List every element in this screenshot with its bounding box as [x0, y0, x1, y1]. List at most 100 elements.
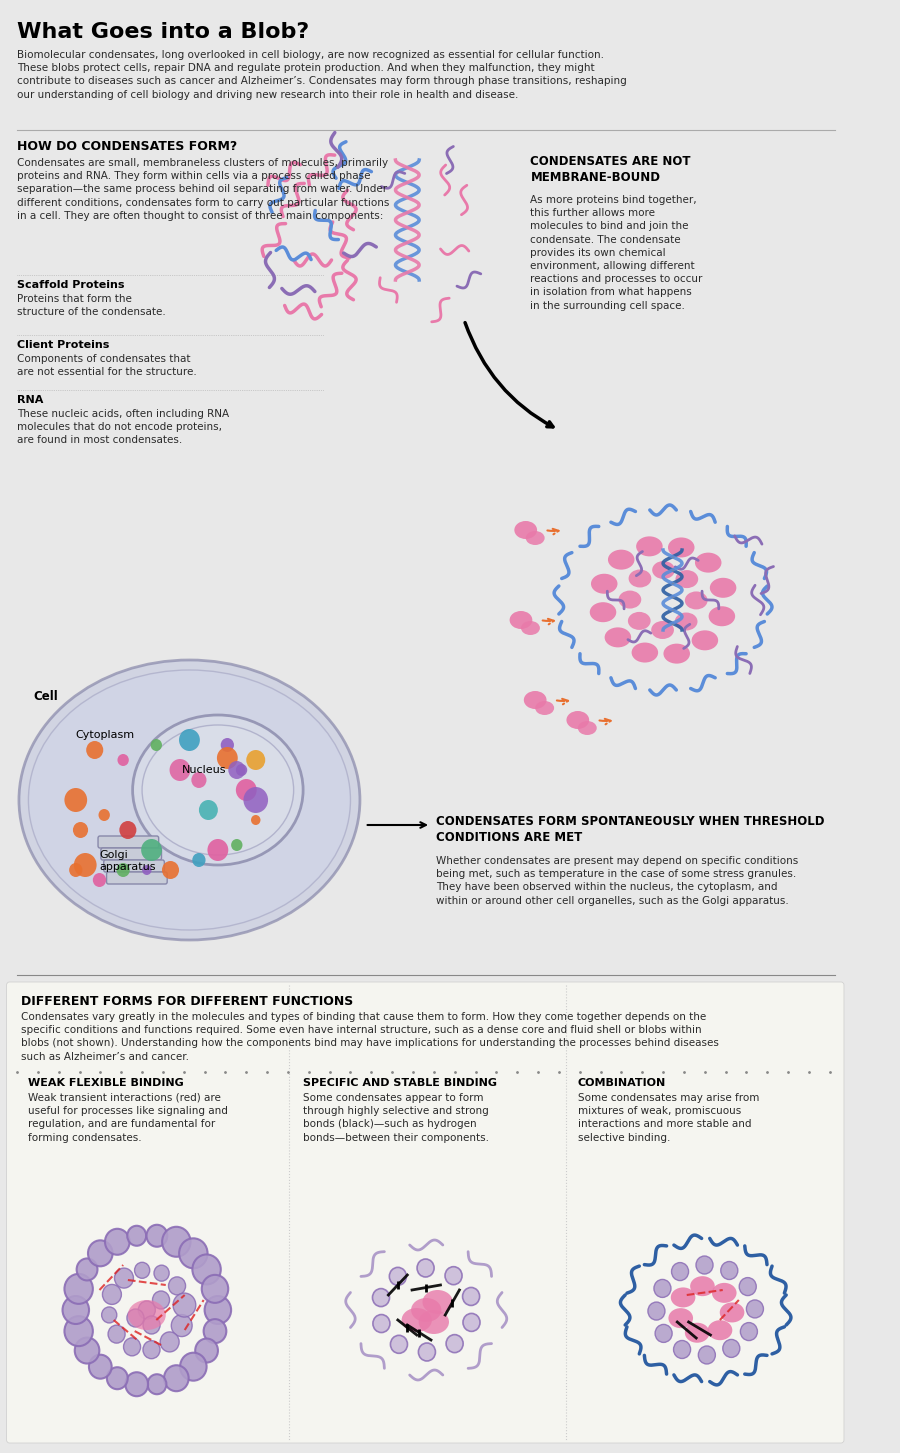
Ellipse shape — [628, 570, 652, 587]
Ellipse shape — [524, 692, 546, 709]
Circle shape — [180, 1353, 207, 1380]
Ellipse shape — [401, 1308, 432, 1332]
Ellipse shape — [591, 574, 617, 594]
Circle shape — [179, 729, 200, 751]
Circle shape — [654, 1280, 671, 1298]
Circle shape — [236, 779, 256, 801]
Ellipse shape — [675, 613, 698, 631]
Text: Proteins that form the
structure of the condensate.: Proteins that form the structure of the … — [17, 294, 166, 317]
Text: Nucleus: Nucleus — [182, 764, 226, 774]
Ellipse shape — [691, 631, 718, 651]
Circle shape — [648, 1302, 665, 1321]
Circle shape — [74, 853, 96, 878]
Circle shape — [746, 1300, 763, 1318]
Text: Client Proteins: Client Proteins — [17, 340, 110, 350]
Circle shape — [142, 865, 151, 875]
Circle shape — [655, 1325, 672, 1343]
Circle shape — [147, 1225, 167, 1247]
Ellipse shape — [514, 522, 537, 539]
Text: Condensates are small, membraneless clusters of molecules, primarily
proteins an: Condensates are small, membraneless clus… — [17, 158, 390, 221]
Ellipse shape — [685, 591, 707, 609]
Circle shape — [696, 1255, 713, 1274]
Ellipse shape — [670, 1287, 696, 1308]
Circle shape — [65, 1316, 93, 1345]
Ellipse shape — [605, 628, 631, 648]
Circle shape — [141, 838, 162, 862]
Circle shape — [741, 1322, 758, 1341]
Circle shape — [446, 1335, 464, 1353]
Circle shape — [168, 1277, 185, 1295]
Ellipse shape — [707, 1321, 733, 1340]
Circle shape — [93, 873, 106, 886]
Ellipse shape — [710, 578, 736, 597]
Ellipse shape — [685, 1322, 709, 1343]
Ellipse shape — [712, 1283, 736, 1303]
Circle shape — [739, 1277, 756, 1296]
Circle shape — [148, 1375, 166, 1395]
Circle shape — [127, 1309, 144, 1327]
Circle shape — [373, 1289, 390, 1306]
Text: Cytoplasm: Cytoplasm — [76, 729, 135, 740]
Ellipse shape — [29, 670, 350, 930]
Ellipse shape — [578, 721, 597, 735]
Text: Some condensates appear to form
through highly selective and strong
bonds (black: Some condensates appear to form through … — [303, 1093, 489, 1142]
Circle shape — [164, 1366, 189, 1391]
Text: Condensates vary greatly in the molecules and types of binding that cause them t: Condensates vary greatly in the molecule… — [21, 1011, 719, 1062]
Ellipse shape — [132, 715, 303, 865]
Circle shape — [143, 1316, 160, 1334]
Text: Golgi
apparatus: Golgi apparatus — [100, 850, 156, 872]
Circle shape — [98, 809, 110, 821]
Circle shape — [116, 863, 130, 878]
Circle shape — [125, 1372, 148, 1396]
Ellipse shape — [19, 660, 360, 940]
Ellipse shape — [509, 612, 532, 629]
FancyBboxPatch shape — [98, 835, 158, 849]
Circle shape — [65, 788, 87, 812]
Circle shape — [162, 862, 179, 879]
Circle shape — [199, 801, 218, 819]
Ellipse shape — [652, 620, 674, 639]
Circle shape — [251, 815, 260, 825]
Circle shape — [139, 1300, 156, 1319]
Ellipse shape — [618, 590, 642, 609]
Text: Biomolecular condensates, long overlooked in cell biology, are now recognized as: Biomolecular condensates, long overlooke… — [17, 49, 626, 100]
FancyBboxPatch shape — [6, 982, 844, 1443]
Circle shape — [65, 1274, 93, 1303]
Ellipse shape — [695, 552, 722, 572]
Circle shape — [229, 761, 246, 779]
Ellipse shape — [422, 1290, 453, 1314]
Circle shape — [73, 822, 88, 838]
Circle shape — [192, 772, 206, 788]
Text: CONDENSATES ARE NOT
MEMBRANE-BOUND: CONDENSATES ARE NOT MEMBRANE-BOUND — [530, 155, 691, 185]
Circle shape — [171, 1315, 192, 1337]
Circle shape — [203, 1319, 227, 1343]
Circle shape — [698, 1345, 716, 1364]
Ellipse shape — [128, 1300, 166, 1329]
Circle shape — [721, 1261, 738, 1280]
Circle shape — [671, 1263, 688, 1280]
Circle shape — [105, 1229, 130, 1255]
Ellipse shape — [590, 602, 616, 622]
Ellipse shape — [536, 700, 554, 715]
Circle shape — [108, 1325, 125, 1343]
Circle shape — [173, 1293, 196, 1316]
Ellipse shape — [566, 711, 590, 729]
Ellipse shape — [521, 620, 540, 635]
FancyBboxPatch shape — [106, 872, 167, 883]
Circle shape — [102, 1306, 117, 1322]
Circle shape — [220, 738, 234, 753]
Circle shape — [160, 1332, 179, 1351]
Circle shape — [179, 1238, 208, 1268]
FancyBboxPatch shape — [104, 860, 165, 872]
FancyBboxPatch shape — [101, 849, 161, 860]
Ellipse shape — [411, 1298, 441, 1322]
Ellipse shape — [632, 642, 658, 663]
Ellipse shape — [142, 725, 293, 854]
Circle shape — [169, 758, 191, 782]
Circle shape — [62, 1296, 89, 1324]
Text: Whether condensates are present may depend on specific conditions
being met, suc: Whether condensates are present may depe… — [436, 856, 798, 905]
Ellipse shape — [418, 1311, 449, 1334]
Circle shape — [107, 1367, 128, 1389]
Text: Scaffold Proteins: Scaffold Proteins — [17, 280, 124, 291]
Circle shape — [69, 863, 83, 878]
